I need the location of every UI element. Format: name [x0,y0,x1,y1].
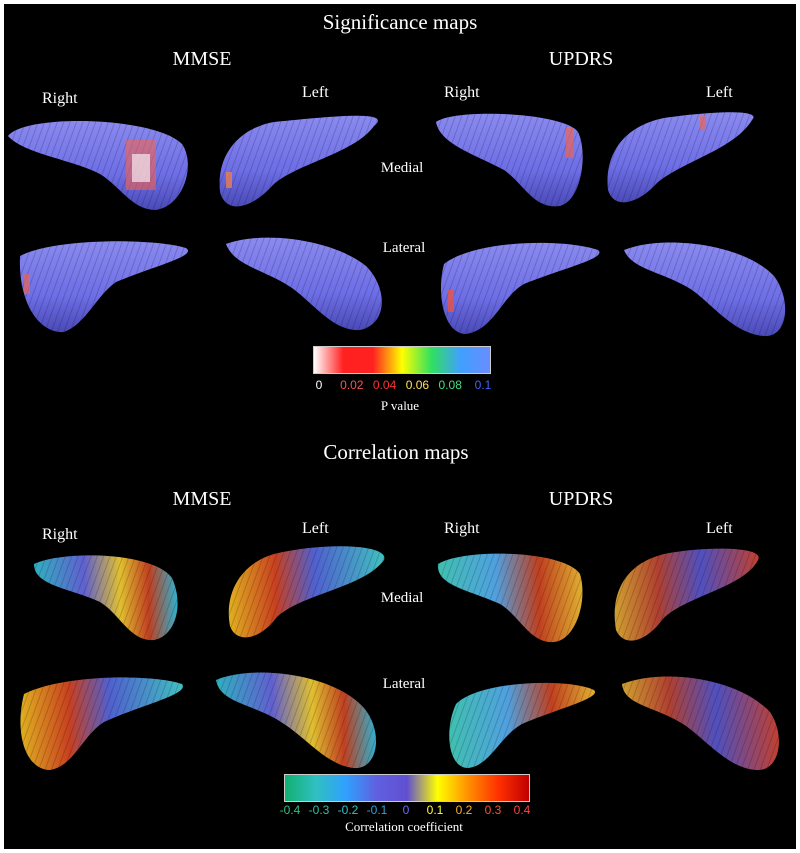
correlation-tick-label: -0.3 [308,803,330,817]
corr-mmse-right-medial-surface [34,555,178,641]
pvalue-tick-label: 0.08 [438,378,462,392]
corr-updrs-right-medial-surface [437,553,583,643]
significance-title: Significance maps [322,10,478,34]
correlation-tick-label: 0.1 [426,803,444,817]
correlation-mmse-title: MMSE [172,488,232,510]
corr-mmse-right-label: Right [42,526,78,543]
significance-updrs-title: UPDRS [548,48,614,70]
sig-mmse-left-medial-surface [219,115,378,207]
corr-updrs-right-lateral-surface [449,682,595,768]
corr-updrs-left-lateral-surface [622,676,779,771]
pvalue-tick-label: 0.1 [474,378,492,392]
correlation-colorbar [284,774,530,802]
sig-mmse-right-lateral-surface [19,241,189,333]
correlation-tick-label: -0.4 [279,803,301,817]
corr-medial-label: Medial [380,590,424,606]
corr-updrs-left-label: Left [706,520,733,537]
pvalue-tick-label: 0.06 [405,378,430,392]
corr-mmse-left-lateral-surface [216,672,377,769]
correlation-tick-label: 0.2 [455,803,473,817]
sig-mmse-left-lateral-surface [226,237,382,331]
correlation-tick-label: 0.4 [513,803,531,817]
correlation-tick-label: -0.1 [366,803,388,817]
sig-updrs-left-medial-surface [607,112,754,203]
sig-updrs-right-label: Right [444,84,480,101]
correlation-updrs-title: UPDRS [548,488,614,510]
sig-updrs-right-lateral-surface [440,242,600,334]
pvalue-tick-label: 0.02 [340,378,364,392]
corr-updrs-right-label: Right [444,520,480,537]
brain-surfaces [8,112,786,771]
corr-updrs-left-medial-surface [614,548,759,641]
sig-lateral-label: Lateral [382,240,426,256]
sig-mmse-left-label: Left [302,84,329,101]
sig-medial-label: Medial [380,160,424,176]
pvalue-tick-label: 0 [315,378,323,392]
corr-lateral-label: Lateral [382,676,426,692]
sig-updrs-left-lateral-surface [624,242,786,337]
significance-mmse-title: MMSE [172,48,232,70]
pvalue-colorbar [313,346,491,374]
sig-mmse-right-medial-surface [8,121,188,210]
correlation-tick-label: 0.3 [484,803,502,817]
pvalue-tick-label: 0.04 [372,378,397,392]
correlation-colorbar-title: Correlation coefficient [345,819,463,834]
pvalue-colorbar-title: P value [380,398,420,413]
sig-updrs-left-label: Left [706,84,733,101]
correlation-tick-label: 0 [402,803,410,817]
correlation-title: Correlation maps [323,440,469,464]
sig-updrs-right-medial-surface [436,113,583,207]
corr-mmse-right-lateral-surface [20,677,183,770]
corr-mmse-left-medial-surface [228,546,385,638]
figure-panel: Significance maps MMSE UPDRS Right Left … [4,4,796,849]
correlation-tick-label: -0.2 [337,803,359,817]
sig-mmse-right-label: Right [42,90,78,107]
corr-mmse-left-label: Left [302,520,329,537]
